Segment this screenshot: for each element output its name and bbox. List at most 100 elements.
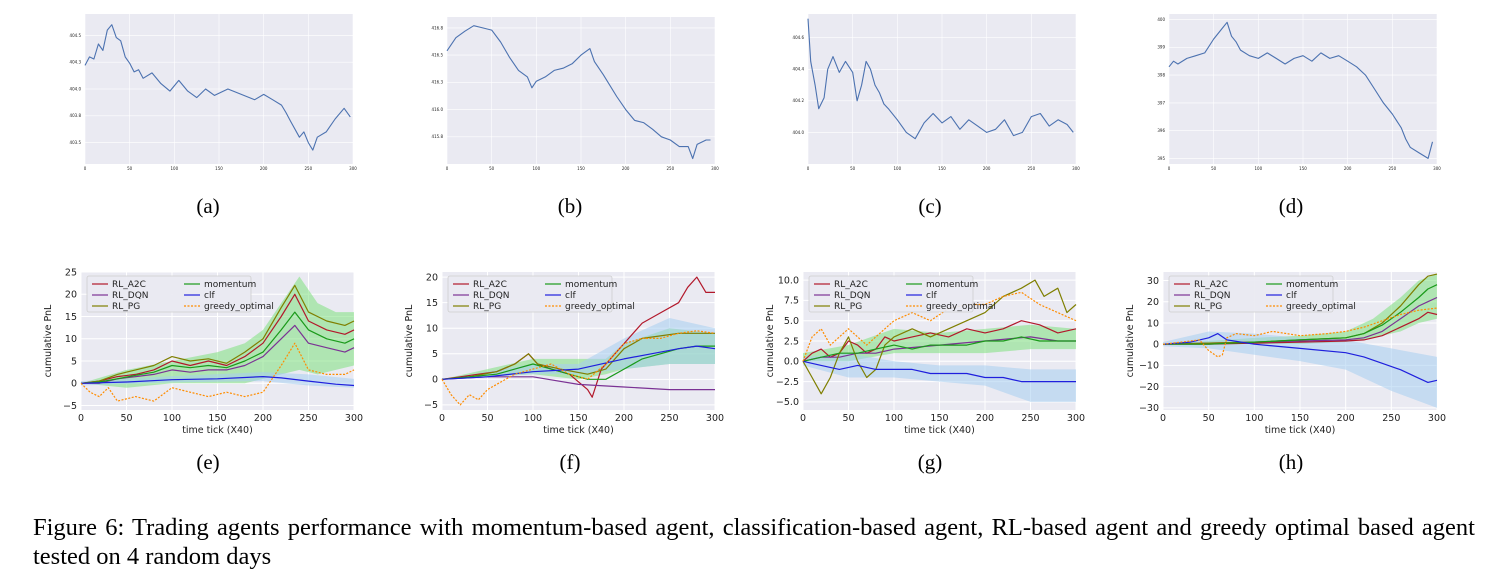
y-tick-label: 2.5 [784, 336, 799, 347]
x-tick-label: 100 [171, 166, 179, 171]
chart-svg: 0 50 100 150 200 250 300 395 396 397 398 399 400 [1157, 14, 1441, 171]
legend-entry: RL_A2C [473, 280, 507, 290]
series-line-momentum [80, 311, 355, 384]
y-axis-label: cumulative PnL [1125, 304, 1136, 377]
y-tick-label: 400 [1157, 17, 1165, 22]
band-momentum [81, 276, 354, 388]
legend-entry: clf [565, 291, 576, 301]
x-tick-label: 0 [807, 166, 810, 171]
y-tick-label: 404.2 [793, 98, 805, 103]
figure-caption: Figure 6: Trading agents performance wit… [33, 514, 1475, 570]
y-tick-label: 404.0 [793, 130, 805, 135]
y-tick-label: 0.0 [784, 357, 799, 368]
y-tick-label: 20 [426, 272, 438, 283]
series-line-price [84, 24, 351, 151]
legend-box [447, 275, 613, 313]
subfigure-label-h: (h) [1278, 450, 1304, 474]
x-tick-label: 150 [577, 166, 585, 171]
y-axis-label: cumulative PnL [404, 304, 415, 377]
x-tick-label: 0 [1160, 413, 1166, 424]
y-tick-label: 10.0 [778, 275, 799, 286]
legend-box [808, 275, 974, 313]
y-tick-label: 30 [1147, 276, 1159, 287]
y-tick-label: 404.5 [70, 33, 82, 38]
series-line-price [807, 18, 1074, 140]
legend-entry: RL_DQN [834, 291, 871, 301]
series-line-momentum [1163, 284, 1438, 345]
x-axis-label: time tick (X40) [543, 425, 614, 436]
y-tick-label: 399 [1157, 45, 1165, 50]
series-line-price [1168, 21, 1434, 159]
x-tick-label: 150 [208, 413, 226, 424]
chart-panel: 0 50 100 150 200 250 300 395 396 397 398 399 400 [1139, 10, 1441, 178]
x-tick-label: 50 [489, 166, 495, 171]
x-tick-label: 250 [667, 166, 675, 171]
legend-entry: greedy_optimal [926, 302, 996, 312]
x-tick-label: 100 [894, 166, 902, 171]
x-tick-label: 50 [127, 166, 133, 171]
y-tick-label: 20 [65, 290, 77, 301]
chart-panel: 0 50 100 150 200 250 300 −5.0 −2.5 0.0 2.5 5.0 7.5 10… [763, 268, 1085, 438]
x-axis-label: time tick (X40) [1265, 425, 1336, 436]
y-tick-label: 15 [65, 312, 77, 323]
x-tick-label: 50 [1203, 413, 1215, 424]
legend-box [1168, 275, 1334, 313]
x-tick-label: 50 [1211, 166, 1217, 171]
y-tick-label: 5.0 [784, 316, 799, 327]
y-tick-label: 10 [1147, 318, 1159, 329]
y-tick-label: 7.5 [784, 296, 799, 307]
band-clf [803, 353, 1076, 402]
x-tick-label: 150 [938, 166, 946, 171]
series-line-RL_PG [441, 332, 715, 380]
y-tick-label: 5 [71, 356, 77, 367]
band-momentum [1163, 274, 1437, 345]
x-tick-label: 0 [78, 413, 84, 424]
y-tick-label: 403.5 [70, 140, 82, 145]
legend-entry: momentum [565, 280, 617, 290]
series-line-clf [1162, 332, 1438, 384]
y-tick-label: 15 [426, 298, 438, 309]
legend-entry: RL_A2C [1194, 280, 1228, 290]
series-line-RL_A2C [802, 320, 1077, 362]
y-tick-label: 10 [426, 324, 438, 335]
chart-panel: 0 50 100 150 200 250 300 −5 0 5 10 15 20 time tick (X… [402, 268, 724, 438]
y-tick-label: 0 [1153, 340, 1159, 351]
legend-entry: RL_A2C [834, 280, 868, 290]
chart-svg: 0 50 100 150 200 250 300 415.8 416.0 416.3 416.5 41… [432, 17, 719, 171]
y-tick-label: 416.3 [432, 80, 444, 85]
chart-svg: 0 50 100 150 200 250 300 −30 −20 −10 0 10 20 30 time t… [1125, 272, 1446, 436]
chart-panel: 0 50 100 150 200 250 300 415.8 416.0 416.3 416.5 41… [417, 13, 719, 178]
subfigure-label-e: (e) [196, 450, 220, 474]
legend-box [86, 275, 252, 313]
x-tick-label: 250 [299, 413, 317, 424]
y-tick-label: 395 [1157, 156, 1165, 161]
x-tick-label: 150 [215, 166, 223, 171]
chart-panel: 0 50 100 150 200 250 300 403.5 403.8 404.0 404.3 40… [55, 10, 357, 178]
x-tick-label: 100 [524, 413, 542, 424]
y-tick-label: −5.0 [776, 397, 799, 408]
legend-entry: RL_PG [112, 302, 140, 312]
chart-svg: 0 50 100 150 200 250 300 404.0 404.2 404.4 404.6 [793, 14, 1080, 171]
y-tick-label: 404.6 [793, 35, 805, 40]
x-tick-label: 200 [622, 166, 630, 171]
y-tick-label: 396 [1157, 128, 1165, 133]
y-tick-label: 0 [71, 379, 77, 390]
x-tick-label: 150 [569, 413, 587, 424]
x-tick-label: 200 [983, 166, 991, 171]
x-tick-label: 150 [1291, 413, 1309, 424]
x-tick-label: 300 [1072, 166, 1080, 171]
series-line-RL_A2C [80, 293, 355, 384]
legend-entry: RL_DQN [1194, 291, 1231, 301]
y-tick-label: 404.3 [70, 60, 82, 65]
legend-entry: greedy_optimal [1286, 302, 1356, 312]
x-tick-label: 0 [439, 413, 445, 424]
legend-entry: clf [926, 291, 937, 301]
x-tick-label: 100 [533, 166, 541, 171]
legend-entry: clf [204, 291, 215, 301]
x-tick-label: 250 [660, 413, 678, 424]
legend-entry: clf [1286, 291, 1297, 301]
y-tick-label: 20 [1147, 297, 1159, 308]
x-tick-label: 0 [1168, 166, 1171, 171]
legend-entry: RL_PG [1194, 302, 1222, 312]
